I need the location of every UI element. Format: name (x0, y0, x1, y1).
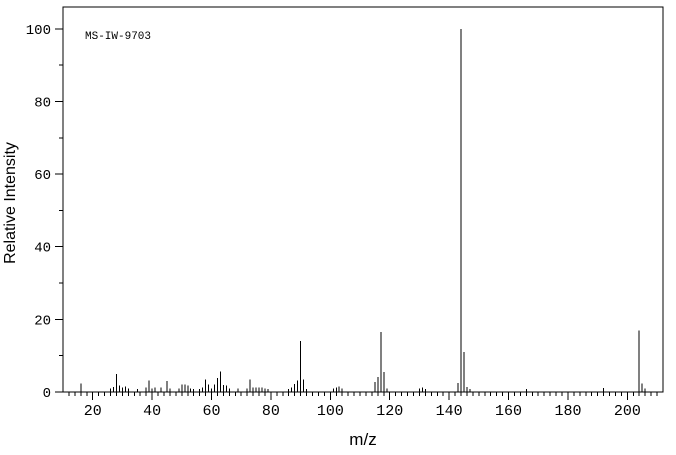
x-tick-label: 200 (614, 403, 641, 420)
x-tick-label: 80 (262, 403, 280, 420)
x-axis-label: m/z (349, 430, 377, 449)
y-tick-label: 80 (34, 95, 51, 111)
spectrum-id-annotation: MS-IW-9703 (85, 31, 152, 43)
y-tick-label: 100 (26, 23, 51, 39)
x-tick-label: 40 (143, 403, 161, 420)
x-tick-label: 120 (376, 403, 403, 420)
x-tick-label: 160 (495, 403, 522, 420)
x-tick-label: 180 (554, 403, 581, 420)
x-tick-label: 100 (317, 403, 344, 420)
y-axis-label: Relative Intensity (2, 142, 19, 264)
y-tick-label: 20 (34, 313, 51, 329)
y-tick-label: 40 (34, 241, 51, 257)
x-tick-label: 140 (436, 403, 463, 420)
x-tick-label: 60 (203, 403, 221, 420)
plot-frame (62, 6, 664, 393)
x-tick-label: 20 (84, 403, 102, 420)
y-tick-label: 60 (34, 168, 51, 184)
y-tick-label: 0 (43, 386, 51, 402)
